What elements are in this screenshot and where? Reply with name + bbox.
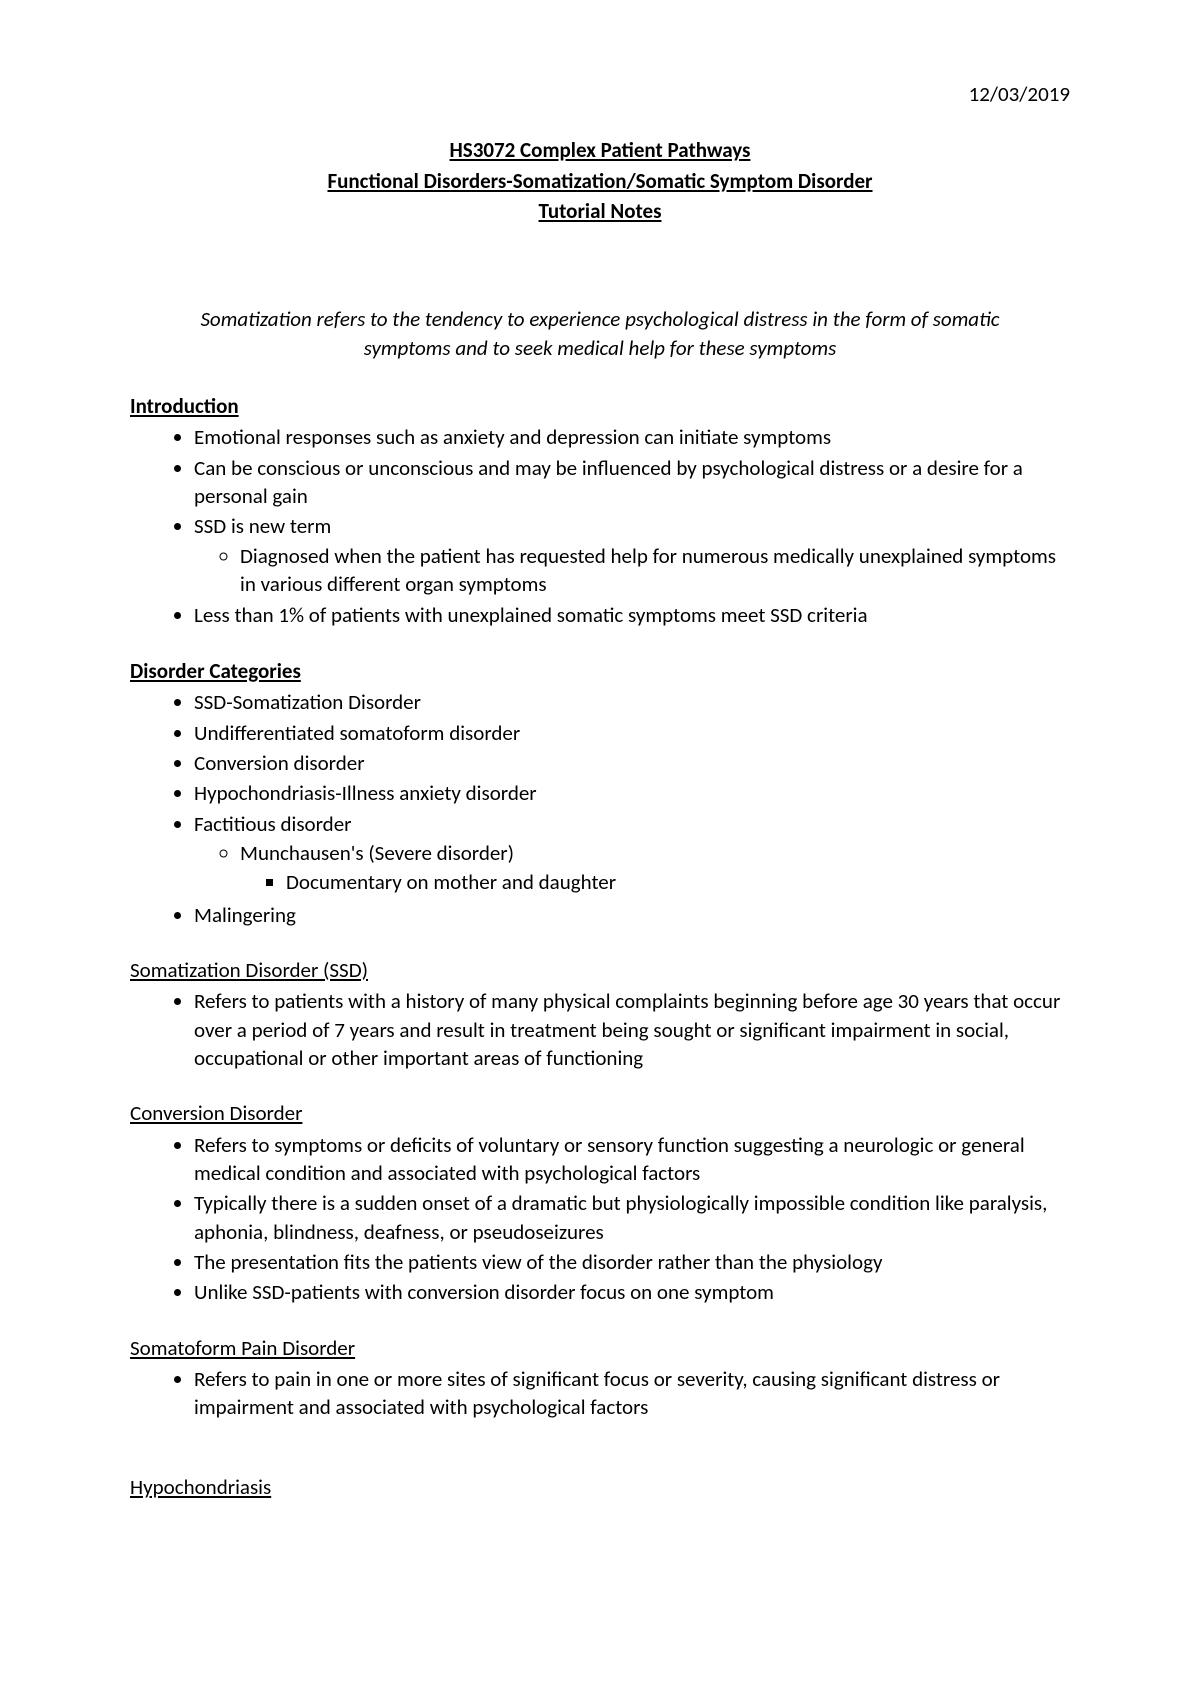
heading-somatoform-pain: Somatoform Pain Disorder — [130, 1334, 1070, 1362]
heading-hypochondriasis: Hypochondriasis — [130, 1473, 1070, 1501]
list-item: Undifferentiated somatoform disorder — [194, 718, 1070, 748]
list-item: Refers to symptoms or deficits of volunt… — [194, 1130, 1070, 1189]
list-item: Less than 1% of patients with unexplaine… — [194, 600, 1070, 630]
list-disorder-categories: SSD-Somatization Disorder Undifferentiat… — [130, 687, 1070, 930]
list-item: Munchausen's (Severe disorder) Documenta… — [240, 838, 1070, 899]
list-item: Factitious disorder Munchausen's (Severe… — [194, 809, 1070, 900]
list-item: SSD is new term Diagnosed when the patie… — [194, 511, 1070, 600]
sublist: Diagnosed when the patient has requested… — [194, 541, 1070, 600]
list-introduction: Emotional responses such as anxiety and … — [130, 422, 1070, 630]
list-ssd: Refers to patients with a history of man… — [130, 986, 1070, 1073]
list-item: Unlike SSD-patients with conversion diso… — [194, 1277, 1070, 1307]
list-item: Typically there is a sudden onset of a d… — [194, 1188, 1070, 1247]
heading-conversion-disorder: Conversion Disorder — [130, 1099, 1070, 1127]
sub-sublist: Documentary on mother and daughter — [240, 867, 1070, 897]
title-line-3: Tutorial Notes — [130, 197, 1070, 225]
list-item-text: Munchausen's (Severe disorder) — [240, 840, 514, 866]
document-title: HS3072 Complex Patient Pathways Function… — [130, 136, 1070, 225]
list-item: Refers to patients with a history of man… — [194, 986, 1070, 1073]
list-item-text: Factitious disorder — [194, 811, 351, 837]
list-item: Refers to pain in one or more sites of s… — [194, 1364, 1070, 1423]
sublist: Munchausen's (Severe disorder) Documenta… — [194, 838, 1070, 899]
list-item: Malingering — [194, 900, 1070, 930]
list-item: The presentation fits the patients view … — [194, 1247, 1070, 1277]
list-item: SSD-Somatization Disorder — [194, 687, 1070, 717]
lead-paragraph: Somatization refers to the tendency to e… — [170, 305, 1030, 362]
heading-ssd: Somatization Disorder (SSD) — [130, 956, 1070, 984]
list-item-text: SSD is new term — [194, 513, 331, 539]
heading-disorder-categories: Disorder Categories — [130, 657, 1070, 685]
heading-introduction: Introduction — [130, 392, 1070, 420]
document-date: 12/03/2019 — [130, 80, 1070, 108]
list-somatoform-pain: Refers to pain in one or more sites of s… — [130, 1364, 1070, 1423]
list-item: Documentary on mother and daughter — [286, 867, 1070, 897]
list-item: Conversion disorder — [194, 748, 1070, 778]
title-line-1: HS3072 Complex Patient Pathways — [130, 136, 1070, 164]
list-conversion-disorder: Refers to symptoms or deficits of volunt… — [130, 1130, 1070, 1308]
list-item: Can be conscious or unconscious and may … — [194, 453, 1070, 512]
list-item: Diagnosed when the patient has requested… — [240, 541, 1070, 600]
list-item: Emotional responses such as anxiety and … — [194, 422, 1070, 452]
list-item: Hypochondriasis-Illness anxiety disorder — [194, 778, 1070, 808]
title-line-2: Functional Disorders-Somatization/Somati… — [130, 167, 1070, 195]
